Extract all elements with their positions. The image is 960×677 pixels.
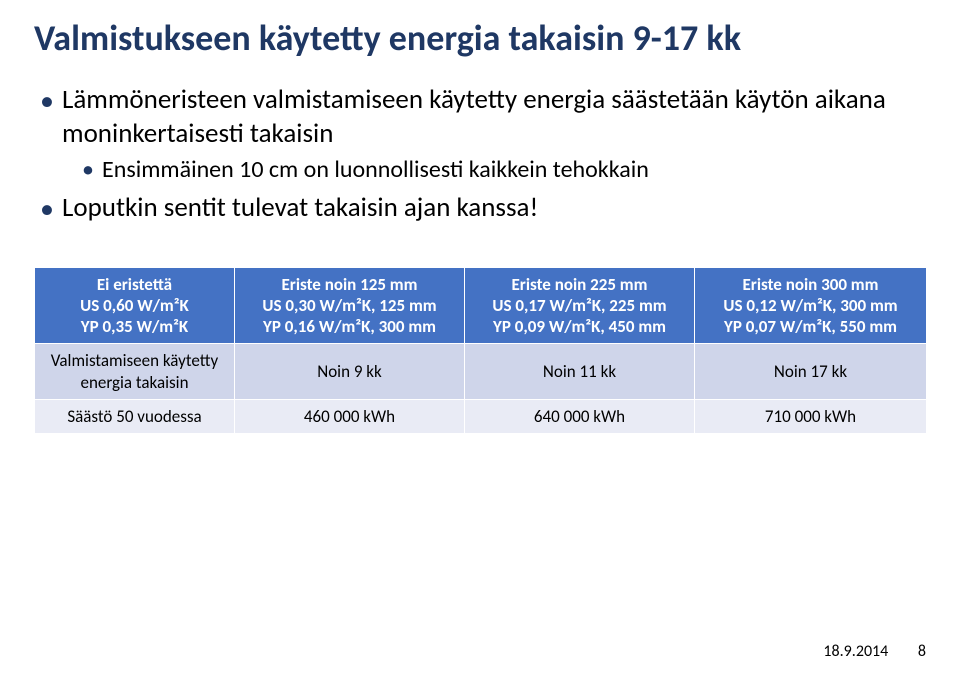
th2-l3: YP 0,09 W/m²K, 450 mm — [475, 316, 684, 337]
row1-c1: Noin 9 kk — [235, 344, 465, 400]
th3-l1: Eriste noin 300 mm — [705, 274, 916, 295]
th1-l3: YP 0,16 W/m²K, 300 mm — [245, 316, 454, 337]
th-300mm: Eriste noin 300 mm US 0,12 W/m²K, 300 mm… — [695, 267, 927, 344]
row2-label: Säästö 50 vuodessa — [35, 399, 235, 433]
th1-l2: US 0,30 W/m²K, 125 mm — [245, 295, 454, 316]
table-row-savings: Säästö 50 vuodessa 460 000 kWh 640 000 k… — [35, 399, 927, 433]
page-title: Valmistukseen käytetty energia takaisin … — [34, 18, 926, 59]
row1-label: Valmistamiseen käytetty energia takaisin — [35, 344, 235, 400]
th-225mm: Eriste noin 225 mm US 0,17 W/m²K, 225 mm… — [465, 267, 695, 344]
row2-c2: 640 000 kWh — [465, 399, 695, 433]
table-header-row: Ei eristettä US 0,60 W/m²K YP 0,35 W/m²K… — [35, 267, 927, 344]
th2-l1: Eriste noin 225 mm — [475, 274, 684, 295]
th3-l3: YP 0,07 W/m²K, 550 mm — [705, 316, 916, 337]
th-no-insulation: Ei eristettä US 0,60 W/m²K YP 0,35 W/m²K — [35, 267, 235, 344]
bullet-1-sublist: Ensimmäinen 10 cm on luonnollisesti kaik… — [82, 155, 926, 185]
th0-l1: Ei eristettä — [45, 274, 224, 295]
bullet-2: Loputkin sentit tulevat takaisin ajan ka… — [40, 191, 926, 225]
footer-date: 18.9.2014 — [823, 642, 888, 661]
row1-c3: Noin 17 kk — [695, 344, 927, 400]
bullet-1-text: Lämmöneristeen valmistamiseen käytetty e… — [62, 83, 886, 150]
energy-table: Ei eristettä US 0,60 W/m²K YP 0,35 W/m²K… — [34, 267, 927, 435]
footer: 18.9.2014 8 — [823, 642, 926, 661]
slide: Valmistukseen käytetty energia takaisin … — [0, 0, 960, 677]
th0-l3: YP 0,35 W/m²K — [45, 316, 224, 337]
th0-l2: US 0,60 W/m²K — [45, 295, 224, 316]
th1-l1: Eriste noin 125 mm — [245, 274, 454, 295]
row1-c2: Noin 11 kk — [465, 344, 695, 400]
th3-l2: US 0,12 W/m²K, 300 mm — [705, 295, 916, 316]
table-row-payback: Valmistamiseen käytetty energia takaisin… — [35, 344, 927, 400]
row2-c3: 710 000 kWh — [695, 399, 927, 433]
footer-page-number: 8 — [918, 642, 926, 661]
bullet-1-sub-1: Ensimmäinen 10 cm on luonnollisesti kaik… — [82, 155, 926, 185]
bullet-1: Lämmöneristeen valmistamiseen käytetty e… — [40, 83, 926, 185]
th-125mm: Eriste noin 125 mm US 0,30 W/m²K, 125 mm… — [235, 267, 465, 344]
bullet-list: Lämmöneristeen valmistamiseen käytetty e… — [40, 83, 926, 224]
row2-c1: 460 000 kWh — [235, 399, 465, 433]
th2-l2: US 0,17 W/m²K, 225 mm — [475, 295, 684, 316]
